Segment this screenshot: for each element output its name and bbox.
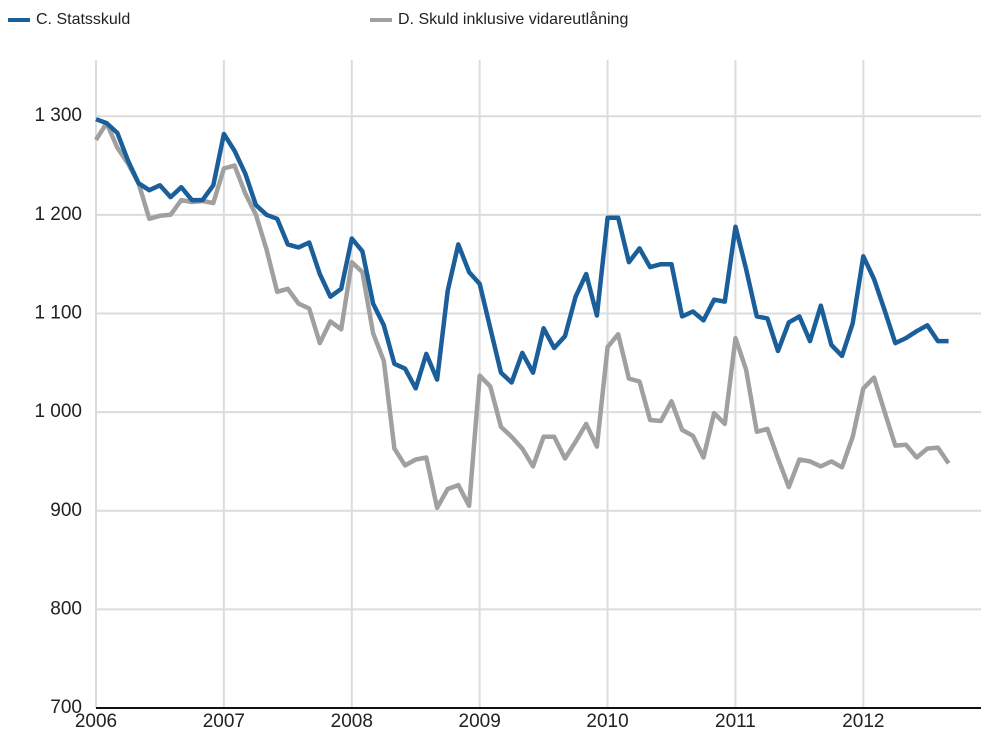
data-line — [94, 120, 951, 511]
x-tick-label: 2006 — [75, 711, 117, 732]
x-tick-label: 2008 — [331, 711, 373, 732]
y-tick-label: 1 300 — [34, 105, 82, 126]
legend-label: D. Skuld inklusive vidareutlåning — [398, 10, 628, 28]
y-tick-label: 1 000 — [34, 401, 82, 422]
y-tick-label: 1 200 — [34, 204, 82, 225]
x-tick-label: 2007 — [203, 711, 245, 732]
y-tick-label: 800 — [50, 598, 82, 619]
y-tick-label: 900 — [50, 500, 82, 521]
y-tick-label: 700 — [50, 697, 82, 718]
x-tick-label: 2009 — [459, 711, 501, 732]
y-tick-label: 1 100 — [34, 302, 82, 323]
legend-label: C. Statsskuld — [36, 11, 130, 28]
x-tick-label: 2010 — [586, 711, 628, 732]
x-tick-label: 2011 — [715, 711, 756, 732]
data-line — [95, 117, 949, 391]
x-tick-label: 2012 — [842, 711, 884, 732]
